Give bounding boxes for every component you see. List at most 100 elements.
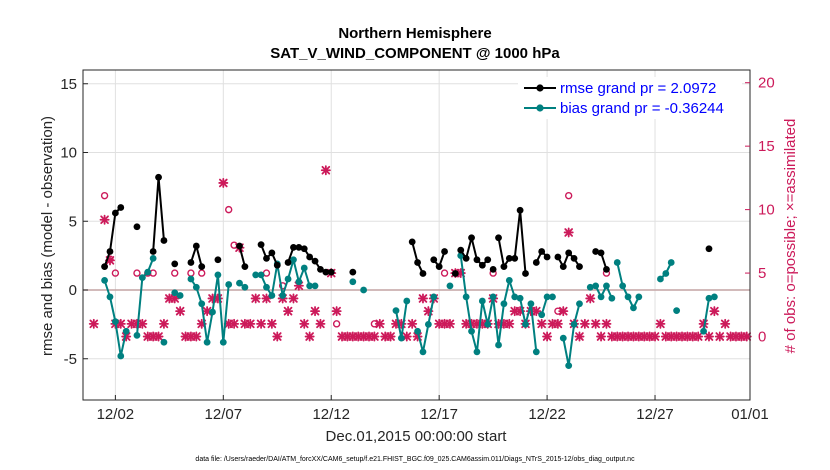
bias-point [635, 293, 643, 301]
y2-tick-label: 0 [758, 329, 766, 346]
rmse-point [155, 173, 162, 181]
bias-point [543, 293, 551, 301]
obs-assimilated-point [229, 318, 240, 329]
bias-point [570, 320, 578, 328]
bias-point [576, 300, 583, 308]
y-tick-label: 5 [69, 213, 77, 230]
obs-assimilated-point [542, 331, 553, 342]
bias-point [473, 348, 481, 356]
bias-point [149, 254, 157, 262]
obs-assimilated-point [650, 331, 661, 342]
rmse-point [408, 238, 416, 246]
obs-assimilated-point [693, 331, 704, 342]
bias-point [133, 331, 141, 339]
x-tick-label: 12/17 [420, 406, 458, 423]
footnote: data file: /Users/raeder/DAI/ATM_forcXX/… [195, 456, 635, 463]
rmse-point [473, 256, 481, 264]
bias-point [198, 300, 206, 308]
bias-point [478, 297, 486, 305]
rmse-point [133, 223, 141, 231]
legend-rmse-label: rmse grand pr = 2.0972 [560, 80, 716, 97]
x-tick-label: 01/01 [731, 406, 769, 423]
bias-point [311, 282, 319, 290]
bias-point [624, 293, 632, 301]
obs-assimilated-point [245, 318, 256, 329]
bias-point [392, 307, 400, 315]
obs-assimilated-point [655, 318, 666, 329]
bias-point [608, 294, 616, 302]
bias-point [360, 286, 368, 294]
rmse-point [160, 237, 168, 244]
rmse-line [238, 245, 246, 267]
rmse-point [257, 241, 265, 249]
obs-possible-point [564, 191, 573, 200]
bias-point [710, 293, 718, 301]
bias-point [559, 334, 567, 342]
obs-assimilated-point [272, 331, 283, 342]
rmse-point [484, 256, 492, 264]
bias-point [225, 281, 233, 288]
y2-tick-label: 15 [758, 138, 775, 155]
bias-line [702, 298, 710, 332]
obs-assimilated-point [310, 306, 321, 317]
rmse-point [570, 254, 578, 262]
obs-assimilated-point [115, 318, 126, 329]
bias-point [700, 327, 707, 335]
bias-point [209, 308, 216, 316]
rmse-series [101, 173, 713, 277]
bias-point [619, 282, 627, 290]
obs-assimilated-point [369, 331, 380, 342]
bias-point [511, 293, 519, 301]
bias-point [414, 327, 421, 335]
rmse-point [317, 265, 324, 273]
legend: rmse grand pr = 2.0972 bias grand pr = -… [518, 77, 742, 119]
legend-rmse-marker [536, 84, 544, 92]
obs-possible-point [100, 191, 109, 200]
bias-point [397, 334, 405, 342]
rmse-point [273, 261, 281, 269]
rmse-point [430, 256, 438, 264]
rmse-point [241, 263, 249, 271]
rmse-point [478, 261, 486, 269]
bias-point [349, 278, 357, 286]
rmse-point [565, 249, 573, 257]
rmse-point [495, 234, 502, 242]
rmse-point [419, 270, 427, 277]
bias-point [403, 297, 411, 305]
legend-box [518, 77, 742, 119]
y2-tick-label: 5 [758, 265, 766, 282]
rmse-point [603, 265, 610, 273]
rmse-point [500, 263, 508, 271]
obs-assimilated-point [590, 318, 601, 329]
obs-assimilated-point [288, 293, 299, 304]
rmse-point [468, 234, 475, 242]
rmse-point [435, 263, 443, 271]
bias-point [424, 320, 432, 328]
bias-point [160, 338, 168, 346]
obs-assimilated-point [153, 331, 164, 342]
rmse-point [462, 254, 470, 262]
obs-assimilated-point [385, 331, 396, 342]
obs-assimilated-point [250, 293, 261, 304]
rmse-point [522, 270, 529, 277]
rmse-point [106, 248, 114, 255]
bias-point [241, 283, 249, 291]
rmse-point [311, 257, 319, 265]
bias-point [192, 283, 200, 291]
bias-point [538, 311, 546, 319]
bias-point [263, 283, 270, 291]
obs-assimilated-point [331, 306, 342, 317]
bias-point [106, 293, 114, 301]
bias-point [101, 276, 108, 284]
bias-point [505, 276, 513, 284]
bias-point [176, 292, 184, 299]
obs-assimilated-point [299, 318, 310, 329]
rmse-point [505, 254, 513, 262]
rmse-point [117, 204, 125, 211]
bias-point [295, 278, 303, 286]
obs-assimilated-point [574, 331, 585, 342]
obs-assimilated-point [720, 318, 731, 329]
bias-point [430, 293, 438, 301]
obs-assimilated-point [137, 318, 148, 329]
bias-point [419, 348, 427, 356]
